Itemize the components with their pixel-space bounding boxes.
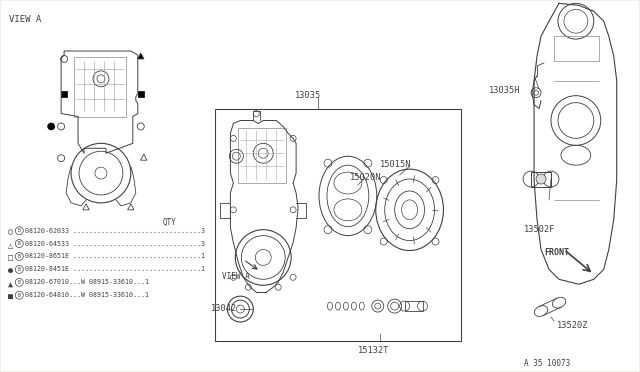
- Circle shape: [48, 123, 54, 130]
- Text: A 35 10073: A 35 10073: [524, 359, 570, 368]
- Text: B: B: [18, 267, 20, 272]
- Text: 13042: 13042: [211, 304, 237, 313]
- Text: ■: ■: [8, 292, 13, 301]
- Bar: [238, 128, 286, 183]
- Text: B: B: [18, 228, 20, 233]
- Text: 13520Z: 13520Z: [557, 321, 588, 330]
- Text: 08120-8651E ................................1: 08120-8651E ............................…: [26, 253, 205, 260]
- Text: △: △: [8, 241, 13, 250]
- Text: B: B: [18, 254, 20, 259]
- Text: FRONT: FRONT: [544, 247, 569, 257]
- Text: 15020N: 15020N: [350, 173, 381, 182]
- Bar: [74, 57, 126, 116]
- Text: VIEW A: VIEW A: [10, 15, 42, 24]
- Bar: [61, 91, 67, 97]
- Bar: [531, 172, 551, 187]
- Text: 08120-64810...W 08915-33610...1: 08120-64810...W 08915-33610...1: [26, 292, 149, 298]
- Bar: [138, 91, 144, 97]
- Text: B: B: [18, 280, 20, 285]
- Text: 08120-8451E ................................1: 08120-8451E ............................…: [26, 266, 205, 272]
- Text: 13502F: 13502F: [524, 225, 556, 234]
- Text: 08120-62033 ................................3: 08120-62033 ............................…: [26, 228, 205, 234]
- Polygon shape: [138, 53, 144, 59]
- Circle shape: [536, 174, 546, 184]
- Text: 08120-67010...W 08915-33610...1: 08120-67010...W 08915-33610...1: [26, 279, 149, 285]
- Text: ●: ●: [8, 266, 13, 275]
- Text: B: B: [18, 293, 20, 298]
- Text: 15015N: 15015N: [380, 160, 412, 169]
- Text: 13035H: 13035H: [489, 86, 521, 95]
- Text: □: □: [8, 253, 13, 263]
- Text: B: B: [18, 241, 20, 246]
- Text: VIEW A: VIEW A: [223, 272, 250, 281]
- Text: 15132T: 15132T: [358, 346, 389, 355]
- Text: QTY: QTY: [163, 218, 177, 227]
- Text: ▲: ▲: [8, 279, 13, 288]
- Text: 13035: 13035: [295, 91, 321, 100]
- Bar: [216, 109, 461, 341]
- Text: ○: ○: [8, 228, 13, 237]
- Bar: [554, 36, 599, 61]
- Text: 08120-64533 ................................3: 08120-64533 ............................…: [26, 241, 205, 247]
- Bar: [404, 301, 422, 311]
